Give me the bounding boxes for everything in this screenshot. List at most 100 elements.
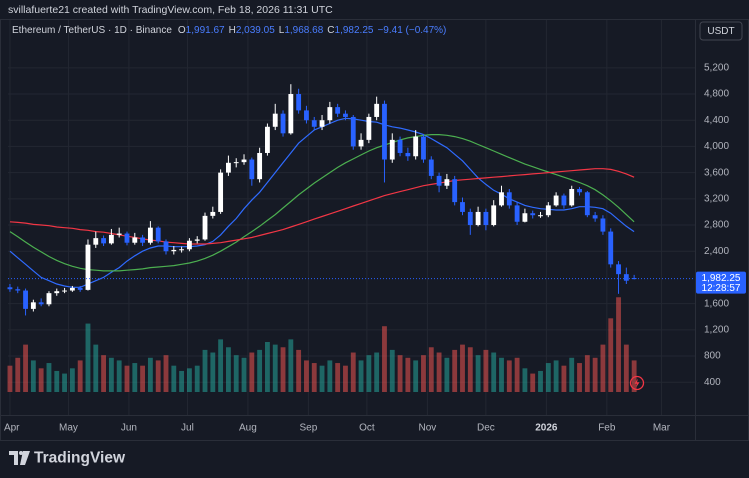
volume-bar bbox=[491, 352, 497, 392]
volume-bar bbox=[499, 357, 504, 392]
candle-body bbox=[452, 179, 458, 203]
y-tick-label: 3,200 bbox=[704, 193, 729, 204]
volume-bar bbox=[225, 347, 231, 392]
legend-value: 1,982.25 bbox=[335, 25, 374, 36]
header: svillafuerte21 created with TradingView.… bbox=[8, 4, 333, 16]
volume-bar bbox=[15, 357, 21, 392]
volume-bar bbox=[171, 365, 177, 392]
volume-bar bbox=[483, 349, 489, 392]
volume-bar bbox=[436, 352, 442, 392]
volume-bar bbox=[163, 355, 169, 392]
volume-bar bbox=[147, 357, 153, 392]
candle-body bbox=[155, 227, 161, 242]
candle-body bbox=[374, 103, 380, 117]
candle-body bbox=[140, 237, 146, 243]
candle-body bbox=[397, 139, 403, 153]
candle-body bbox=[46, 293, 52, 305]
y-tick-label: 4,800 bbox=[704, 89, 729, 100]
volume-bar bbox=[7, 365, 13, 392]
legend-value: 1,968.68 bbox=[284, 25, 323, 36]
candle-body bbox=[538, 215, 543, 217]
x-tick-label: Jun bbox=[121, 423, 137, 434]
volume-bar bbox=[140, 365, 146, 392]
candle-body bbox=[147, 227, 153, 243]
candle-body bbox=[444, 179, 450, 186]
x-tick-label: May bbox=[59, 423, 78, 434]
candle-body bbox=[561, 195, 567, 206]
candle-body bbox=[358, 139, 364, 147]
volume-layer bbox=[7, 297, 637, 392]
volume-bar bbox=[444, 357, 450, 392]
volume-bar bbox=[108, 357, 114, 392]
candle-body bbox=[499, 192, 504, 206]
volume-bar bbox=[382, 326, 387, 392]
volume-bar bbox=[452, 349, 458, 392]
last-price-label: 1,982.25 bbox=[702, 273, 741, 284]
candle-body bbox=[186, 240, 192, 250]
volume-bar bbox=[241, 357, 247, 392]
candle-body bbox=[366, 116, 372, 140]
volume-bar bbox=[194, 365, 200, 392]
candle-body bbox=[272, 113, 278, 127]
volume-bar bbox=[311, 363, 317, 392]
volume-bar bbox=[389, 349, 395, 392]
candle-body bbox=[93, 238, 99, 245]
logo-mark bbox=[9, 451, 30, 465]
candle-body bbox=[319, 120, 325, 127]
y-tick-label: 400 bbox=[704, 377, 721, 388]
volume-bar bbox=[296, 349, 302, 392]
volume-bar bbox=[335, 363, 341, 392]
candle-body bbox=[506, 192, 512, 206]
currency-box bbox=[699, 21, 743, 41]
candle-body bbox=[108, 234, 114, 244]
candle-body bbox=[265, 126, 270, 153]
x-tick-label: Nov bbox=[418, 423, 436, 434]
candle-body bbox=[85, 244, 91, 290]
candle-body bbox=[54, 291, 60, 294]
candle-body bbox=[249, 159, 255, 180]
volume-bar bbox=[545, 363, 551, 392]
alert-icon[interactable] bbox=[629, 375, 645, 391]
x-tick-label: Mar bbox=[653, 423, 671, 434]
candle-body bbox=[296, 94, 302, 111]
candle-body bbox=[304, 110, 309, 121]
candle-body bbox=[428, 159, 434, 176]
volume-bar bbox=[62, 373, 67, 392]
ma-line bbox=[9, 134, 635, 272]
y-tick-label: 4,000 bbox=[704, 141, 729, 152]
candle-body bbox=[600, 218, 606, 232]
candle-body bbox=[335, 107, 341, 114]
logo-dot bbox=[19, 451, 23, 455]
x-tick-label: Sep bbox=[299, 423, 317, 434]
candle-body bbox=[405, 152, 411, 157]
volume-bar bbox=[265, 342, 270, 392]
legend-change: −9.41 (−0.47%) bbox=[377, 25, 446, 36]
candle-body bbox=[584, 192, 590, 216]
volume-bar bbox=[530, 373, 536, 392]
volume-bar bbox=[46, 363, 52, 392]
ma-line bbox=[9, 168, 635, 245]
legend-key: C bbox=[327, 25, 334, 36]
volume-bar bbox=[397, 355, 403, 392]
legend-key: H bbox=[229, 25, 236, 36]
volume-bar bbox=[421, 355, 426, 392]
currency: USDT bbox=[707, 26, 734, 37]
candle-body bbox=[194, 239, 200, 241]
y-tick-label: 2,800 bbox=[704, 220, 729, 231]
candle-body bbox=[530, 213, 536, 216]
volume-bar bbox=[186, 368, 192, 392]
candle-body bbox=[545, 205, 551, 216]
volume-bar bbox=[124, 365, 130, 392]
volume-bar bbox=[327, 360, 333, 392]
volume-bar bbox=[608, 318, 614, 392]
x-tick-label: Oct bbox=[359, 423, 375, 434]
volume-bar bbox=[38, 368, 44, 392]
volume-bar bbox=[366, 355, 372, 392]
volume-bar bbox=[210, 352, 216, 392]
volume-bar bbox=[85, 323, 91, 392]
x-tick-label: Apr bbox=[4, 423, 20, 434]
candle-body bbox=[124, 233, 130, 243]
legend: Ethereum / TetherUS · 1D · Binance O1,991… bbox=[12, 25, 446, 36]
volume-bar bbox=[69, 368, 75, 392]
